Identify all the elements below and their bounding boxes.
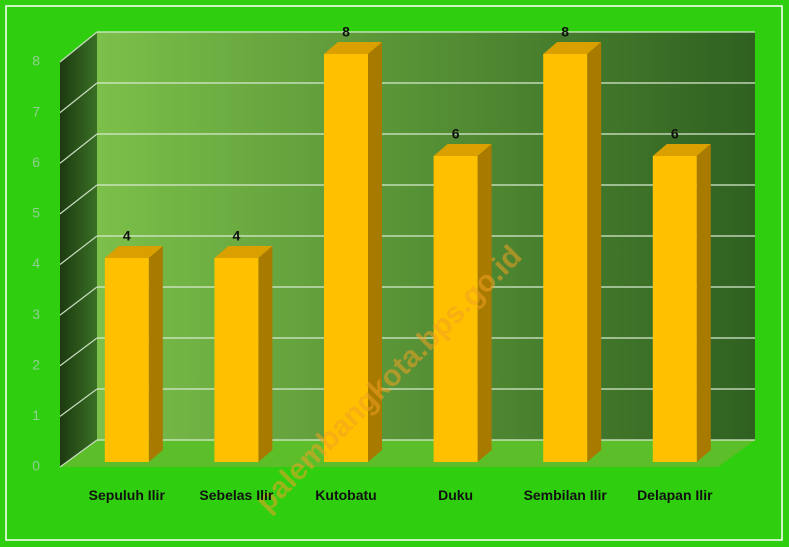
value-label: 6 bbox=[452, 126, 460, 142]
x-tick-label: Sebelas Ilir bbox=[199, 487, 274, 503]
x-tick-label: Delapan Ilir bbox=[637, 487, 713, 503]
grid-line bbox=[59, 286, 98, 316]
bar-top bbox=[433, 144, 492, 156]
bar-side bbox=[148, 246, 163, 462]
bar bbox=[652, 156, 697, 462]
value-label: 4 bbox=[123, 228, 131, 244]
bar bbox=[214, 258, 259, 462]
bar-side bbox=[368, 42, 382, 462]
y-tick-label: 5 bbox=[32, 205, 40, 221]
value-label: 4 bbox=[233, 228, 241, 244]
y-tick-label: 2 bbox=[32, 356, 40, 372]
y-tick-label: 8 bbox=[32, 53, 40, 69]
floor bbox=[60, 440, 755, 467]
bar-side bbox=[587, 42, 602, 462]
value-label: 8 bbox=[342, 24, 350, 40]
grid-line bbox=[59, 133, 98, 164]
grid-line bbox=[59, 82, 98, 114]
bar bbox=[543, 54, 588, 462]
y-tick-label: 0 bbox=[32, 458, 40, 474]
bar-side bbox=[696, 144, 711, 462]
bar bbox=[324, 54, 368, 462]
x-tick-label: Kutobatu bbox=[315, 487, 377, 503]
x-tick-label: Sepuluh Ilir bbox=[88, 487, 165, 503]
value-label: 6 bbox=[671, 126, 679, 142]
bar-side bbox=[477, 144, 492, 462]
x-tick-label: Sembilan Ilir bbox=[523, 487, 607, 503]
bar-top bbox=[652, 144, 711, 156]
bar bbox=[433, 156, 478, 462]
grid-line bbox=[59, 235, 98, 265]
grid-line bbox=[59, 439, 98, 468]
grid-line bbox=[59, 388, 98, 417]
bar-top bbox=[104, 246, 163, 258]
bar-top bbox=[324, 42, 382, 54]
y-tick-label: 3 bbox=[32, 306, 40, 322]
x-tick-label: Duku bbox=[438, 487, 474, 503]
value-label: 8 bbox=[561, 24, 569, 40]
bar-side bbox=[258, 246, 273, 462]
y-tick-label: 6 bbox=[32, 154, 40, 170]
grid-line bbox=[59, 337, 98, 367]
y-tick-label: 7 bbox=[32, 103, 40, 119]
grid-line bbox=[59, 184, 98, 215]
y-tick-label: 1 bbox=[32, 407, 40, 423]
bar-top bbox=[214, 246, 273, 258]
grid-line bbox=[59, 31, 98, 63]
bar-top bbox=[543, 42, 602, 54]
frame bbox=[5, 5, 783, 541]
bar bbox=[104, 258, 149, 462]
y-tick-label: 4 bbox=[32, 255, 40, 271]
